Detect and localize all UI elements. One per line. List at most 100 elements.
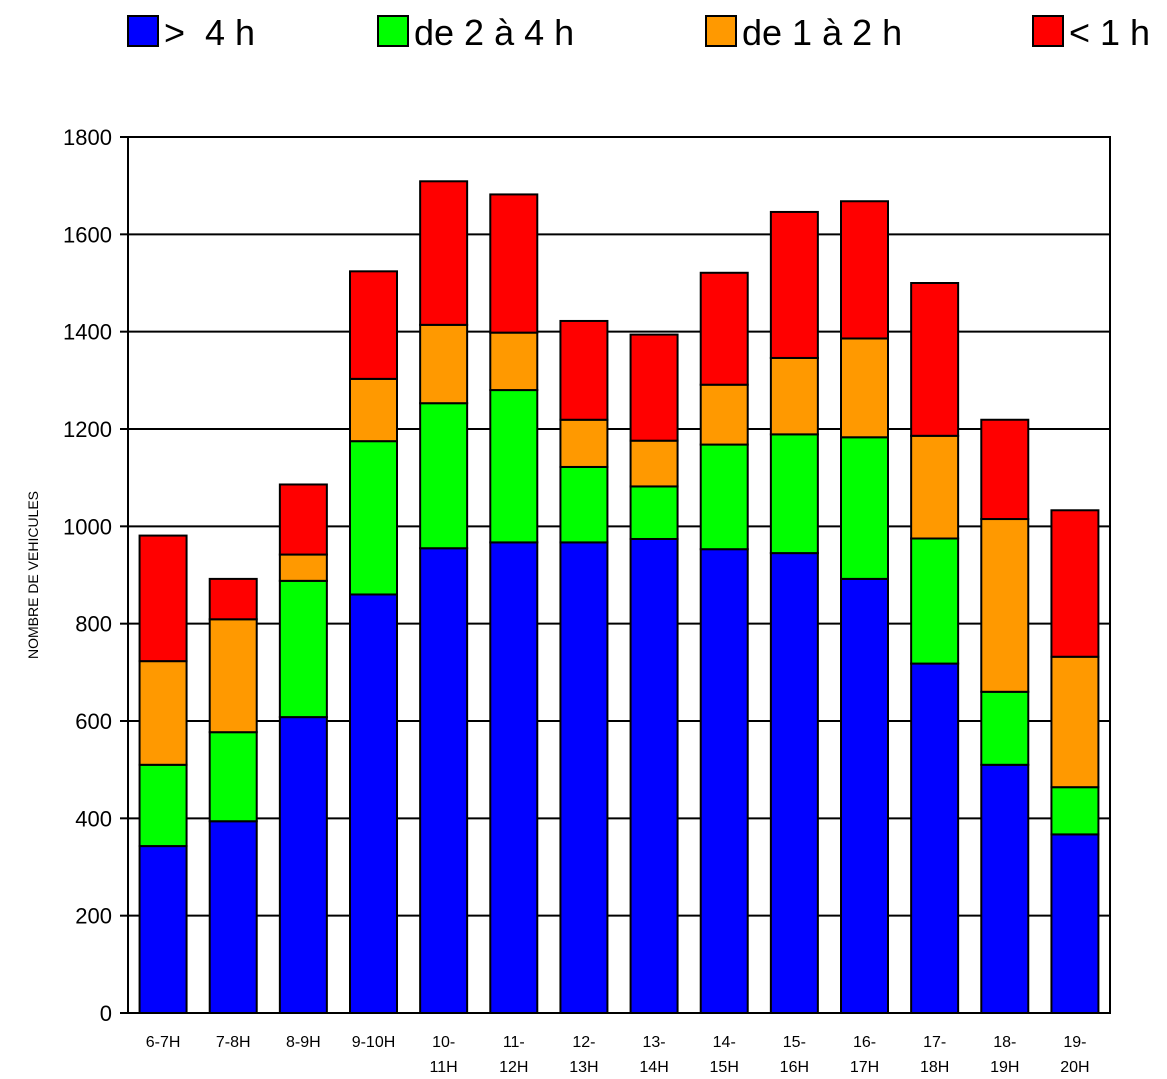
bar-segment xyxy=(208,618,258,734)
bar-segment xyxy=(699,271,749,386)
y-axis-label: NOMBRE DE VEHICULES xyxy=(25,491,41,659)
bar-segment xyxy=(349,440,398,596)
bar-segment xyxy=(489,541,539,1014)
bar-segment xyxy=(769,356,819,436)
x-tick-label: 14H xyxy=(639,1059,668,1076)
legend-item: de 1 à 2 h xyxy=(705,12,902,53)
bar-segment xyxy=(769,210,819,359)
bar-segment xyxy=(278,716,328,1015)
bar-segment xyxy=(699,548,749,1014)
y-tick-label: 200 xyxy=(75,904,112,929)
legend-swatch xyxy=(705,15,737,47)
y-tick-label: 1800 xyxy=(63,125,112,150)
x-axis-ticks: 6-7H 7-8H 8-9H 9-10H 10- 11H 11- 12H 12- 13H 13- 14… xyxy=(146,1034,1090,1076)
x-tick-label: 15H xyxy=(710,1059,739,1076)
grid xyxy=(128,136,1110,1014)
bar-segment xyxy=(910,537,960,665)
bars xyxy=(138,180,1100,1015)
y-tick-label: 1600 xyxy=(63,222,112,247)
x-tick-label: 9-10H xyxy=(352,1034,396,1051)
x-tick-label: 8-9H xyxy=(286,1034,321,1051)
bar-segment xyxy=(208,577,258,621)
bar-segment xyxy=(349,593,398,1014)
bar-segment xyxy=(559,418,609,468)
bar-segment xyxy=(419,323,469,405)
bar-segment xyxy=(910,662,960,1014)
bar-segment xyxy=(559,465,609,544)
bar-segment xyxy=(349,270,398,380)
bar-segment xyxy=(629,333,679,442)
x-tick-label: 12- xyxy=(572,1034,595,1051)
x-tick-label: 6-7H xyxy=(146,1034,181,1051)
bar-segment xyxy=(840,200,889,340)
bar-segment xyxy=(910,434,960,540)
bar-segment xyxy=(419,547,469,1014)
y-tick-label: 0 xyxy=(100,1001,112,1026)
bar-segment xyxy=(910,282,960,437)
x-tick-label: 7-8H xyxy=(216,1034,251,1051)
bar-segment xyxy=(419,402,469,550)
x-tick-label: 16- xyxy=(853,1034,876,1051)
bar-segment xyxy=(138,660,188,766)
y-tick-label: 1200 xyxy=(63,417,112,442)
legend-item: de 2 à 4 h xyxy=(377,12,574,53)
y-tick-label: 1400 xyxy=(63,320,112,345)
y-axis-ticks: 0 200 400 600 800 1000 1200 1400 1600 1800 xyxy=(63,125,128,1026)
x-tick-label: 18- xyxy=(993,1034,1016,1051)
bar-segment xyxy=(489,193,539,334)
bar-segment xyxy=(278,553,328,582)
legend-label: de 1 à 2 h xyxy=(742,12,902,53)
x-tick-label: 16H xyxy=(780,1059,809,1076)
x-tick-label: 11- xyxy=(503,1034,525,1051)
legend-label: < 1 h xyxy=(1069,12,1150,53)
bar-segment xyxy=(629,439,679,488)
legend-swatch xyxy=(377,15,409,47)
bar-segment xyxy=(278,483,328,556)
bar-segment xyxy=(769,552,819,1014)
legend-label: de 2 à 4 h xyxy=(414,12,574,53)
x-tick-label: 18H xyxy=(920,1059,949,1076)
bar-segment xyxy=(629,485,679,540)
legend: > 4 h de 2 à 4 h de 1 à 2 h < 1 h xyxy=(127,12,1150,53)
legend-swatch xyxy=(1032,15,1064,47)
y-tick-label: 800 xyxy=(75,612,112,637)
bar-segment xyxy=(769,433,819,555)
x-tick-label: 20H xyxy=(1060,1059,1089,1076)
x-tick-label: 10- xyxy=(432,1034,455,1051)
x-tick-label: 15- xyxy=(783,1034,806,1051)
bar-segment xyxy=(349,377,398,443)
bar-segment xyxy=(980,763,1030,1014)
bar-segment xyxy=(208,820,258,1015)
bar-segment xyxy=(1050,786,1100,836)
bar-segment xyxy=(1050,833,1100,1014)
bar-segment xyxy=(138,763,188,848)
x-tick-label: 11H xyxy=(430,1059,458,1076)
x-tick-label: 13- xyxy=(643,1034,666,1051)
bar-segment xyxy=(840,337,889,439)
bar-segment xyxy=(489,389,539,544)
x-tick-label: 12H xyxy=(499,1059,528,1076)
bar-segment xyxy=(840,577,889,1014)
bar-segment xyxy=(980,518,1030,693)
bar-segment xyxy=(489,331,539,392)
plot-frame xyxy=(127,136,1111,1014)
x-tick-label: 19- xyxy=(1063,1034,1086,1051)
bar-segment xyxy=(208,731,258,823)
bar-segment xyxy=(629,537,679,1015)
y-tick-label: 600 xyxy=(75,709,112,734)
bar-segment xyxy=(559,541,609,1014)
x-tick-label: 13H xyxy=(569,1059,598,1076)
bar-segment xyxy=(1050,509,1100,658)
bar-segment xyxy=(699,443,749,551)
bar-segment xyxy=(559,319,609,421)
legend-swatch xyxy=(127,15,159,47)
bar-segment xyxy=(980,690,1030,766)
y-tick-label: 1000 xyxy=(63,514,112,539)
legend-item: < 1 h xyxy=(1032,12,1150,53)
bar-segment xyxy=(840,436,889,580)
bar-segment xyxy=(980,418,1030,521)
bar-segment xyxy=(699,383,749,446)
x-tick-label: 17H xyxy=(850,1059,879,1076)
x-tick-label: 19H xyxy=(990,1059,1019,1076)
